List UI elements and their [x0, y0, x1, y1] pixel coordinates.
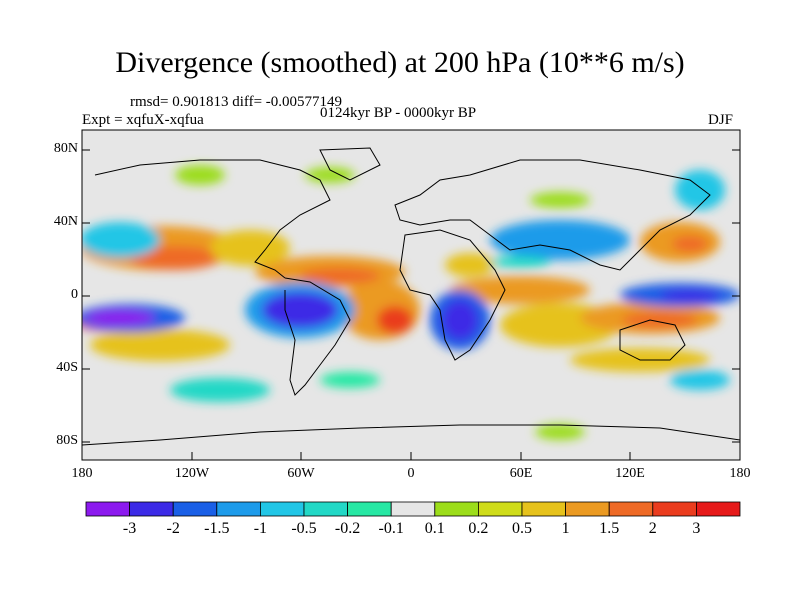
lon-label-0: 0	[407, 466, 415, 481]
colorbar-swatch	[696, 501, 741, 517]
div-field-patch	[490, 220, 630, 260]
colorbar-label: 1	[561, 520, 570, 537]
coastline-south-america	[284, 277, 351, 396]
div-field-patch	[377, 306, 413, 334]
div-field-patch	[262, 292, 338, 328]
lat-label-0: 0	[71, 287, 78, 302]
colorbar-label: 0.5	[512, 520, 532, 537]
div-field-patch	[622, 312, 698, 328]
lat-label-40s: 40S	[56, 360, 78, 375]
lon-label-60e: 60E	[509, 466, 533, 481]
lat-label-40n: 40N	[53, 214, 78, 229]
colorbar-label: -1	[253, 520, 268, 537]
div-field-patch	[675, 170, 725, 210]
coastline-north-america	[94, 159, 331, 279]
div-field-patch	[210, 230, 290, 266]
period-label: 0124kyr BP - 0000kyr BP	[320, 105, 477, 121]
div-field-patch	[672, 236, 708, 252]
colorbar-label: 0.2	[468, 520, 489, 537]
colorbar-swatch	[85, 501, 130, 517]
lat-label-80s: 80S	[56, 433, 78, 448]
lon-label-180e: 180	[729, 466, 751, 481]
colorbar-label: 0.1	[424, 520, 445, 537]
div-field-patch	[450, 276, 590, 304]
div-field-patch	[530, 192, 590, 208]
div-field-patch	[85, 310, 155, 326]
colorbar-swatch	[521, 501, 566, 517]
div-field-patch	[175, 165, 225, 185]
div-field-patch	[490, 256, 550, 268]
div-field-patch	[90, 329, 230, 361]
coastline-australia	[619, 319, 686, 361]
coastlines	[82, 147, 740, 446]
lon-label-60w: 60W	[287, 466, 315, 481]
div-field-patch	[82, 222, 160, 258]
colorbar-swatch	[347, 501, 392, 517]
colorbar-swatch	[434, 501, 479, 517]
colorbar-swatch	[172, 501, 218, 517]
div-field-patch	[535, 424, 585, 440]
colorbar-swatch	[565, 501, 610, 517]
div-field-patch	[300, 268, 380, 284]
colorbar-label: -2	[166, 520, 180, 537]
colorbar-label: -3	[122, 520, 137, 537]
coastline-africa	[399, 229, 506, 361]
colorbar-label: 3	[692, 520, 701, 537]
season-label: DJF	[708, 112, 734, 128]
divergence-field	[82, 165, 740, 440]
colorbar	[85, 501, 741, 517]
lat-label-80n: 80N	[53, 141, 78, 156]
lon-label-120w: 120W	[174, 466, 210, 481]
colorbar-swatch	[652, 501, 697, 517]
colorbar-swatch	[390, 501, 436, 517]
div-field-patch	[670, 370, 730, 390]
colorbar-swatch	[259, 501, 305, 517]
colorbar-label: -0.5	[291, 520, 317, 537]
colorbar-label: -0.1	[378, 520, 404, 537]
colorbar-swatch	[129, 501, 174, 517]
colorbar-label: 1.5	[599, 520, 620, 537]
colorbar-swatch	[608, 501, 654, 517]
colorbar-swatch	[477, 501, 523, 517]
lon-label-120e: 120E	[615, 466, 645, 481]
axis-ticks	[82, 149, 740, 460]
div-field-patch	[442, 300, 478, 340]
colorbar-label: -1.5	[204, 520, 230, 537]
lon-label-180w: 180	[71, 466, 93, 481]
stats-label: rmsd= 0.901813 diff= -0.00577149	[130, 94, 343, 110]
div-field-patch	[445, 253, 495, 277]
colorbar-label: 2	[648, 520, 657, 537]
coastline-eurasia	[394, 159, 711, 271]
div-field-patch	[130, 246, 220, 270]
map-title: Divergence (smoothed) at 200 hPa (10**6 …	[115, 46, 685, 79]
div-field-patch	[660, 290, 720, 302]
coastline-greenland	[319, 147, 381, 181]
experiment-label: Expt = xqfuX-xqfua	[82, 112, 204, 128]
coastline-antarctica	[82, 424, 740, 446]
div-field-patch	[320, 372, 380, 388]
div-field-patch	[170, 378, 270, 402]
colorbar-swatch	[216, 501, 261, 517]
colorbar-swatch	[303, 501, 348, 517]
colorbar-label: -0.2	[334, 520, 361, 537]
